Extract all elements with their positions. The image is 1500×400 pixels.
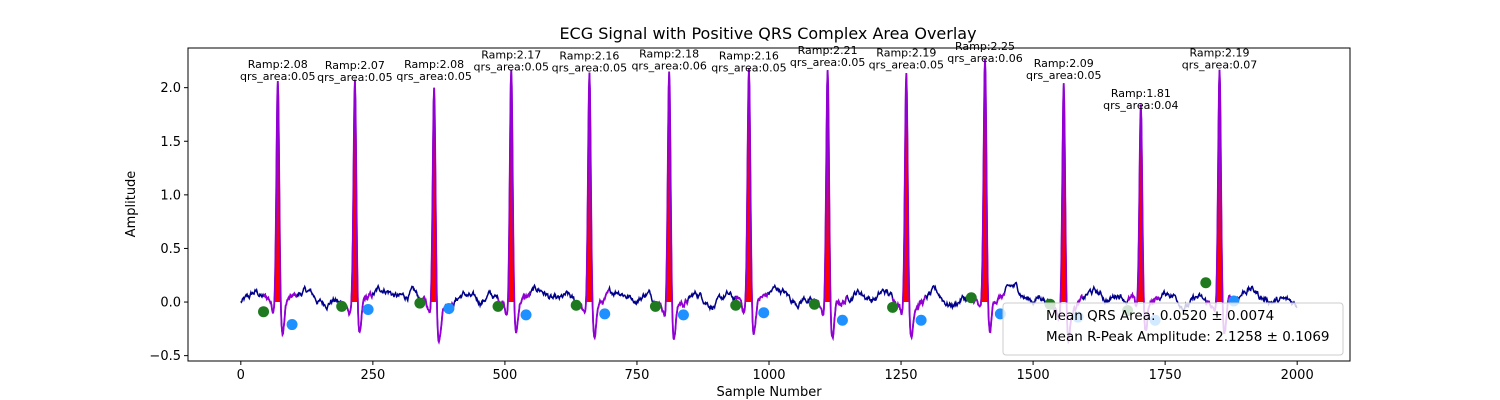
q-onset-marker — [808, 298, 820, 310]
qrs-segment-line — [891, 73, 927, 341]
q-onset-marker — [570, 299, 582, 311]
x-axis-label: Sample Number — [716, 385, 822, 400]
x-tick-label: 750 — [625, 368, 650, 383]
q-onset-marker — [492, 300, 504, 312]
r-peak-amplitude-label: Ramp:2.25 — [955, 40, 1015, 53]
r-peak-amplitude-label: Ramp:2.17 — [481, 48, 541, 61]
y-axis: −0.5 0.0 0.5 1.0 1.5 2.0 — [149, 81, 188, 364]
y-tick-label: 0.0 — [160, 296, 181, 311]
x-axis: 0 250 500 750 1000 1250 1500 1750 2000 — [237, 361, 1314, 383]
q-onset-marker — [258, 306, 270, 318]
qrs-segment-line — [813, 70, 848, 342]
r-peak-amplitude-label: Ramp:2.07 — [325, 59, 385, 72]
r-peak-amplitude-label: Ramp:1.81 — [1111, 87, 1171, 100]
x-tick-label: 1250 — [884, 368, 917, 383]
s-offset-marker — [677, 309, 689, 321]
qrs-segment-line — [970, 58, 1006, 334]
qrs-segment-line — [654, 71, 689, 340]
q-onset-marker — [414, 297, 426, 309]
qrs-area-label: qrs_area:0.05 — [711, 62, 786, 75]
qrs-area-label: qrs_area:0.04 — [1103, 99, 1178, 112]
q-onset-marker — [965, 292, 977, 304]
r-peak-annotations: Ramp:2.08qrs_area:0.05Ramp:2.07qrs_area:… — [240, 40, 1257, 112]
qrs-segment-line — [575, 72, 610, 341]
qrs-segment-line — [263, 81, 298, 338]
y-axis-label: Amplitude — [124, 171, 139, 238]
x-tick-label: 2000 — [1281, 368, 1314, 383]
qrs-area-label: qrs_area:0.05 — [790, 56, 865, 69]
s-offset-marker — [915, 314, 927, 326]
r-peak-amplitude-label: Ramp:2.09 — [1034, 57, 1094, 70]
qrs-area-label: qrs_area:0.05 — [317, 71, 392, 84]
s-offset-marker — [362, 304, 374, 316]
r-peak-amplitude-label: Ramp:2.19 — [876, 46, 936, 59]
legend-box — [1002, 302, 1344, 356]
x-tick-label: 1750 — [1149, 368, 1182, 383]
s-offset-marker — [836, 314, 848, 326]
qrs-area-label: qrs_area:0.05 — [869, 58, 944, 71]
y-tick-label: 0.5 — [160, 242, 181, 257]
r-peak-amplitude-label: Ramp:2.16 — [719, 50, 779, 63]
r-peak-amplitude-label: Ramp:2.16 — [559, 50, 619, 63]
plot-area — [240, 58, 1298, 345]
qrs-area-label: qrs_area:0.06 — [947, 52, 1022, 65]
r-peak-amplitude-label: Ramp:2.18 — [639, 47, 699, 60]
x-tick-label: 250 — [360, 368, 385, 383]
r-peak-amplitude-label: Ramp:2.19 — [1190, 46, 1250, 59]
qrs-area-label: qrs_area:0.06 — [631, 59, 706, 72]
r-peak-amplitude-label: Ramp:2.08 — [248, 58, 308, 71]
chart-title: ECG Signal with Positive QRS Complex Are… — [559, 24, 976, 43]
legend-entry-qrs-area: Mean QRS Area: 0.0520 ± 0.0074 — [1046, 308, 1274, 324]
legend: Mean QRS Area: 0.0520 ± 0.0074 Mean R-Pe… — [1002, 302, 1344, 356]
x-tick-label: 0 — [237, 368, 245, 383]
r-peak-amplitude-label: Ramp:2.08 — [404, 58, 464, 71]
y-tick-label: 1.5 — [160, 135, 181, 150]
qrs-segment-line — [497, 69, 532, 334]
ecg-signal-line — [240, 58, 1298, 345]
legend-entry-r-peak-amplitude: Mean R-Peak Amplitude: 2.1258 ± 0.1069 — [1046, 329, 1330, 345]
s-offset-marker — [599, 308, 611, 320]
s-offset-marker — [443, 302, 455, 314]
r-peak-amplitude-label: Ramp:2.21 — [798, 44, 858, 57]
qrs-area-label: qrs_area:0.07 — [1182, 58, 1257, 71]
y-tick-label: 1.0 — [160, 188, 181, 203]
q-onset-marker — [336, 300, 348, 312]
qrs-segment-line — [734, 68, 769, 335]
qrs-area-label: qrs_area:0.05 — [474, 60, 549, 73]
q-onset-marker — [649, 300, 661, 312]
x-tick-label: 500 — [492, 368, 517, 383]
q-onset-marker — [1200, 277, 1212, 289]
x-tick-label: 1000 — [752, 368, 785, 383]
qrs-area-label: qrs_area:0.05 — [396, 70, 471, 83]
qrs-area-label: qrs_area:0.05 — [1026, 69, 1101, 82]
x-tick-label: 1500 — [1017, 368, 1050, 383]
q-onset-marker — [887, 301, 899, 313]
qrs-area-label: qrs_area:0.05 — [240, 70, 315, 83]
qrs-area-label: qrs_area:0.05 — [552, 62, 627, 75]
s-offset-marker — [758, 307, 770, 319]
y-tick-label: −0.5 — [149, 349, 181, 364]
s-offset-marker — [286, 319, 298, 331]
qrs-segment-line — [1126, 104, 1161, 332]
s-offset-marker — [520, 309, 532, 321]
q-onset-marker — [730, 299, 742, 311]
y-tick-label: 2.0 — [160, 81, 181, 96]
